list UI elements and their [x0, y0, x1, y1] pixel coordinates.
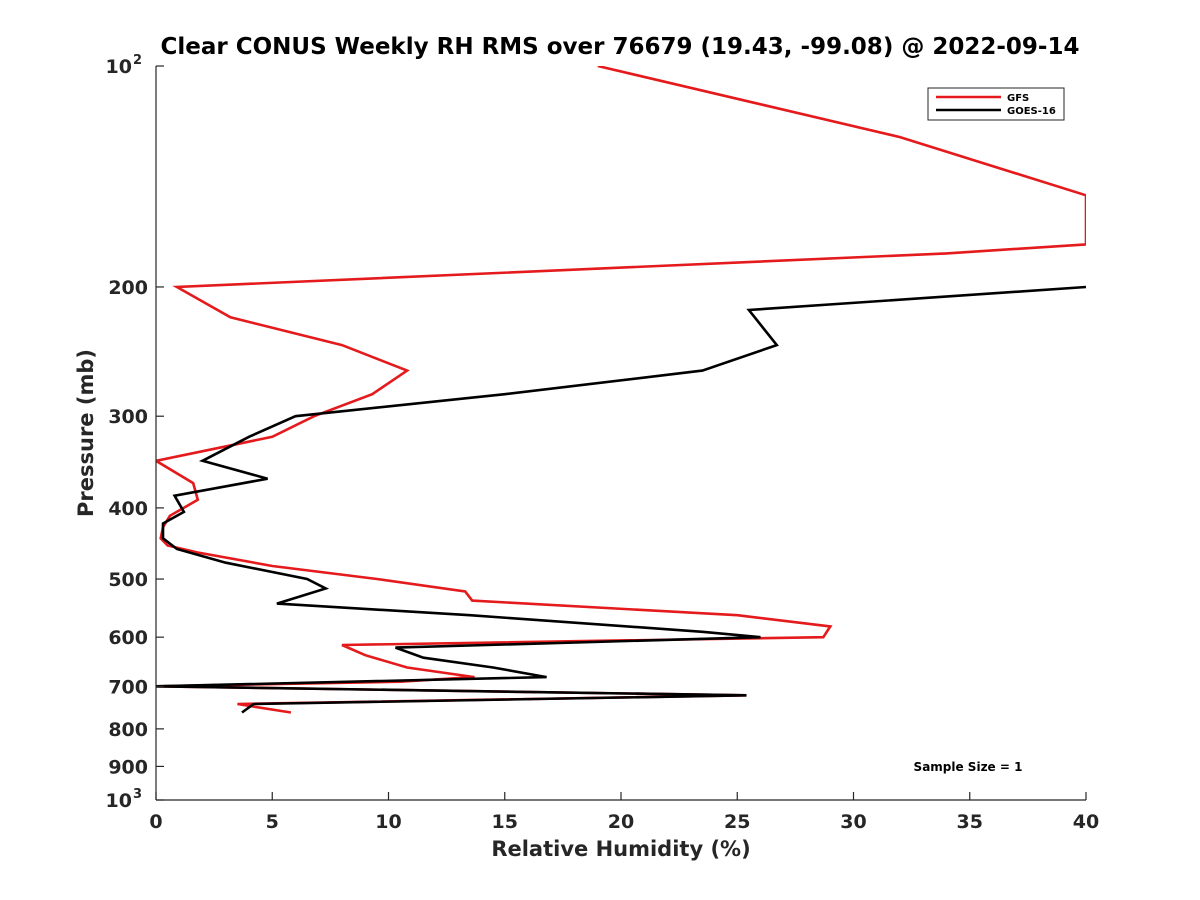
y-tick-label: 10 [106, 790, 132, 812]
legend-box [927, 87, 1065, 121]
y-axis-label: Pressure (mb) [74, 349, 98, 517]
x-tick-label: 25 [724, 811, 750, 833]
y-tick-label: 200 [108, 277, 148, 299]
x-tick-label: 35 [957, 811, 983, 833]
y-tick-exponent: 2 [133, 53, 142, 68]
x-axis-ticks: 0 5 10 15 20 25 30 35 40 [149, 792, 1099, 833]
x-tick-label: 10 [375, 811, 401, 833]
x-tick-label: 40 [1073, 811, 1099, 833]
x-tick-label: 20 [608, 811, 634, 833]
y-tick-exponent: 3 [133, 787, 142, 802]
x-axis-label: Relative Humidity (%) [491, 837, 750, 861]
series-layer [156, 66, 1086, 714]
x-tick-label: 15 [492, 811, 518, 833]
y-tick-label: 900 [108, 756, 148, 778]
x-tick-label: 0 [149, 811, 162, 833]
y-tick-label: 400 [108, 498, 148, 520]
series-line-gfs [156, 66, 1086, 714]
x-tick-label: 5 [266, 811, 279, 833]
legend: GFS GOES-16 [927, 87, 1065, 121]
sample-size-annotation: Sample Size = 1 [914, 760, 1023, 774]
y-tick-label: 10 [106, 56, 132, 78]
y-tick-label: 300 [108, 406, 148, 428]
y-tick-label: 500 [108, 569, 148, 591]
series-line-goes16 [156, 285, 1086, 714]
legend-label-goes16: GOES-16 [1007, 106, 1056, 117]
y-tick-label: 800 [108, 719, 148, 741]
chart-title: Clear CONUS Weekly RH RMS over 76679 (19… [161, 34, 1080, 60]
x-tick-label: 30 [840, 811, 866, 833]
legend-label-gfs: GFS [1007, 93, 1029, 104]
y-tick-label: 700 [108, 676, 148, 698]
y-tick-label: 600 [108, 627, 148, 649]
